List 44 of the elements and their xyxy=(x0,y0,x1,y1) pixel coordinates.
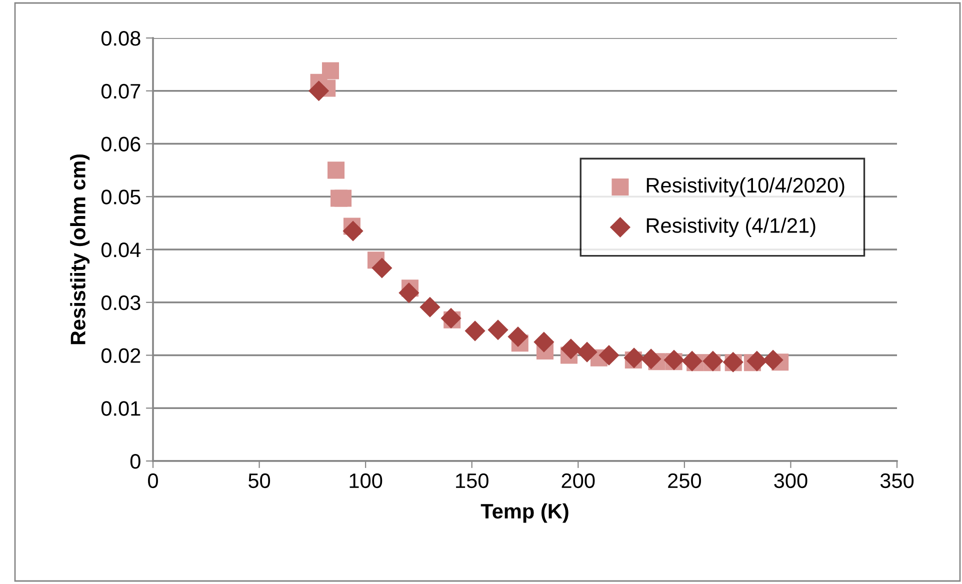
x-tick-label: 250 xyxy=(668,473,701,488)
y-tick-label: 0.05 xyxy=(101,190,140,204)
y-tick-label: 0.04 xyxy=(101,242,141,258)
point xyxy=(746,350,768,372)
point xyxy=(334,190,352,207)
point xyxy=(560,338,582,360)
y-tick-label: 0.08 xyxy=(101,31,140,46)
point xyxy=(440,308,462,329)
y-tick-label: 0 xyxy=(130,454,140,469)
point xyxy=(420,296,440,318)
x-tick-label: 300 xyxy=(774,473,808,488)
point xyxy=(464,320,486,342)
y-tick-label: 0.07 xyxy=(101,84,140,99)
y-tick-label: 0.06 xyxy=(101,136,140,152)
point xyxy=(534,332,554,352)
x-tick-label: 150 xyxy=(456,473,488,488)
x-tick-label: 50 xyxy=(248,473,270,488)
point xyxy=(488,320,508,340)
x-tick-label: 200 xyxy=(562,473,595,488)
point xyxy=(328,162,345,179)
legend-label: Resistivity (4/1/21) xyxy=(646,218,816,238)
point xyxy=(372,258,392,278)
point xyxy=(640,348,662,370)
point xyxy=(682,350,702,372)
point xyxy=(342,220,364,242)
y-axis-title: Resistiity (ohm cm) xyxy=(70,154,90,344)
x-tick-label: 100 xyxy=(350,473,382,488)
point xyxy=(398,282,420,304)
point xyxy=(762,350,784,370)
point xyxy=(624,348,644,368)
x-tick-label: 0 xyxy=(148,473,158,488)
point xyxy=(576,342,598,362)
point xyxy=(664,350,684,370)
legend-label: Resistivity(10/4/2020) xyxy=(646,177,844,197)
x-axis-title: Temp (K) xyxy=(480,503,568,523)
point xyxy=(508,326,528,348)
point xyxy=(308,80,330,102)
x-tick-label: 350 xyxy=(880,473,914,488)
point xyxy=(598,344,620,366)
y-tick-label: 0.03 xyxy=(101,295,140,310)
point xyxy=(702,350,724,372)
point xyxy=(322,62,339,80)
y-tick-label: 0.02 xyxy=(101,348,140,364)
y-tick-label: 0.01 xyxy=(101,401,140,416)
